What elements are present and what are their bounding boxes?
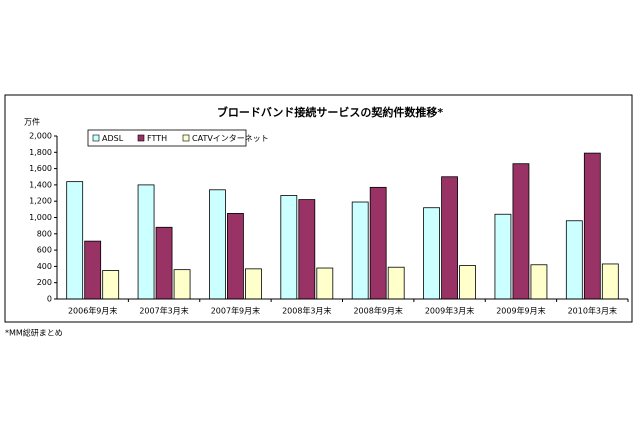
- legend-swatch: [137, 134, 145, 142]
- y-tick-label: 0: [47, 295, 52, 304]
- x-tick-label: 2009年3月末: [425, 306, 474, 316]
- bar: [369, 186, 387, 300]
- bar: [84, 240, 102, 300]
- bar: [155, 226, 173, 300]
- y-tick-label: 1,200: [29, 197, 52, 206]
- bar: [601, 263, 619, 300]
- legend-swatch: [92, 134, 100, 142]
- bar: [583, 152, 601, 300]
- bar: [423, 207, 440, 300]
- y-tick-label: 2,000: [29, 132, 52, 141]
- bar: [209, 189, 226, 300]
- x-tick-label: 2008年9月末: [353, 306, 402, 316]
- y-tick-label: 1,000: [29, 213, 52, 222]
- bar: [530, 264, 548, 300]
- y-tick-label: 1,600: [29, 164, 52, 173]
- bar: [387, 266, 405, 300]
- bar: [137, 184, 155, 300]
- x-tick-label: 2007年3月末: [139, 306, 188, 316]
- y-tick-label: 1,400: [29, 180, 52, 189]
- bar: [280, 195, 298, 300]
- y-tick-label: 200: [37, 278, 52, 287]
- bar: [173, 269, 191, 300]
- bar: [227, 213, 244, 300]
- x-tick-label: 2010年3月末: [568, 306, 617, 316]
- bar: [66, 181, 84, 300]
- bar: [316, 267, 334, 300]
- bar: [245, 268, 262, 300]
- chart-title: ブロードバンド接続サービスの契約件数推移*: [217, 105, 444, 119]
- bar: [565, 220, 583, 300]
- y-tick-label: 400: [37, 262, 52, 271]
- bar: [494, 213, 512, 300]
- y-tick-label: 1,800: [29, 148, 52, 157]
- x-tick-label: 2009年9月末: [496, 306, 545, 316]
- y-tick-label: 600: [37, 246, 52, 255]
- bar: [102, 270, 120, 300]
- x-tick-label: 2007年9月末: [211, 306, 260, 316]
- footnote: *MM総研まとめ: [5, 328, 63, 338]
- bar: [351, 201, 369, 300]
- legend-label: FTTH: [147, 134, 167, 143]
- x-tick-label: 2008年3月末: [282, 306, 331, 316]
- bar: [459, 265, 476, 300]
- y-tick-label: 800: [37, 229, 52, 238]
- x-tick-label: 2006年9月末: [68, 306, 117, 316]
- bar: [298, 199, 316, 300]
- bar: [512, 163, 530, 300]
- legend-label: CATVインターネット: [192, 134, 269, 143]
- y-axis-label: 万件: [24, 117, 40, 127]
- legend-box: [87, 129, 247, 147]
- bar: [441, 176, 458, 300]
- legend-label: ADSL: [102, 134, 124, 143]
- legend-swatch: [182, 134, 190, 142]
